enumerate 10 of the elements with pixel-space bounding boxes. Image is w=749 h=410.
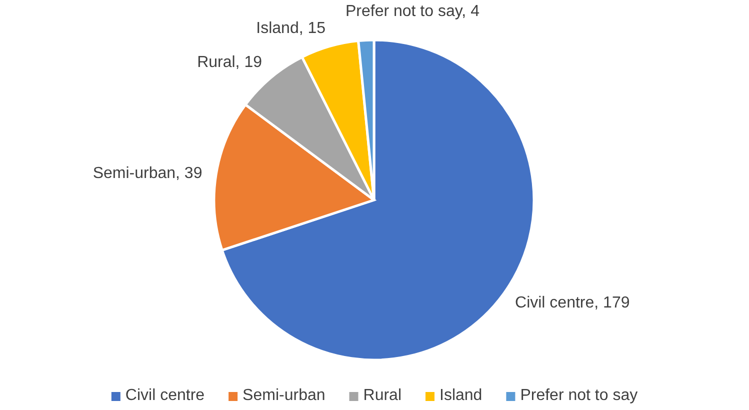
data-label: Island, 15 xyxy=(256,20,326,37)
legend-label: Civil centre xyxy=(125,387,205,404)
data-label: Civil centre, 179 xyxy=(515,294,630,312)
legend-label: Semi-urban xyxy=(242,387,326,404)
data-label: Semi-urban, 39 xyxy=(92,164,202,182)
data-label: Prefer not to say, 4 xyxy=(345,3,480,20)
data-label: Rural, 19 xyxy=(197,54,262,71)
legend-label: Rural xyxy=(363,387,402,404)
legend-label: Prefer not to say xyxy=(520,387,638,404)
legend-label: Island xyxy=(439,387,482,404)
